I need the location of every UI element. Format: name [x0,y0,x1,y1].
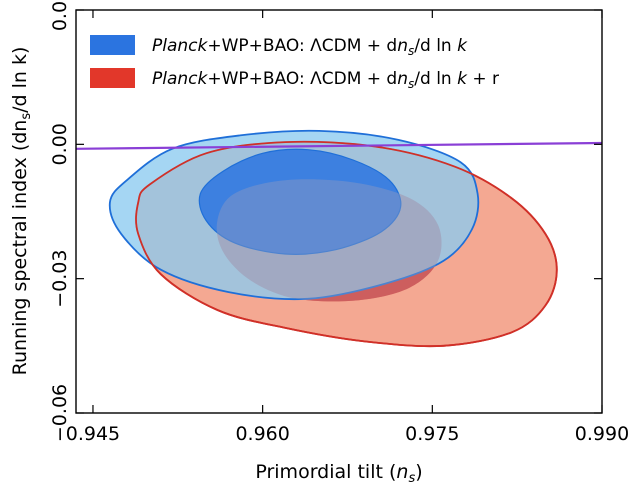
legend-swatch-0 [90,35,135,55]
y-tick-label-0: −0.06 [49,384,71,442]
y-axis-label: Running spectral index (dns/d ln k) [9,47,34,376]
legend: Planck+WP+BAO: ΛCDM + dns/d ln k Planck+W… [90,35,499,91]
x-tick-label-2: 0.975 [405,423,459,445]
legend-label-0: Planck+WP+BAO: ΛCDM + dns/d ln k [152,36,468,58]
legend-label-1: Planck+WP+BAO: ΛCDM + dns/d ln k + r [152,69,499,91]
blue-contour-68 [198,148,402,255]
x-tick-label-3: 0.990 [575,423,629,445]
y-tick-label-1: −0.03 [49,250,71,308]
y-tick-label-3: 0.03 [49,0,71,31]
contours [76,129,602,348]
x-axis-label: Primordial tilt (ns) [255,461,422,486]
x-tick-label-0: 0.945 [66,423,120,445]
x-tick-label-1: 0.960 [235,423,289,445]
y-tick-label-2: 0.00 [49,123,71,165]
legend-swatch-1 [90,68,135,88]
reference-line [76,141,602,150]
ticks: 0.945 0.960 0.975 0.990 −0.06 −0.03 0.00 0.03 [49,0,629,445]
plot-frame [75,9,603,414]
red-contour-68-overlap [216,179,442,302]
red-contour-95-outline [135,140,558,348]
